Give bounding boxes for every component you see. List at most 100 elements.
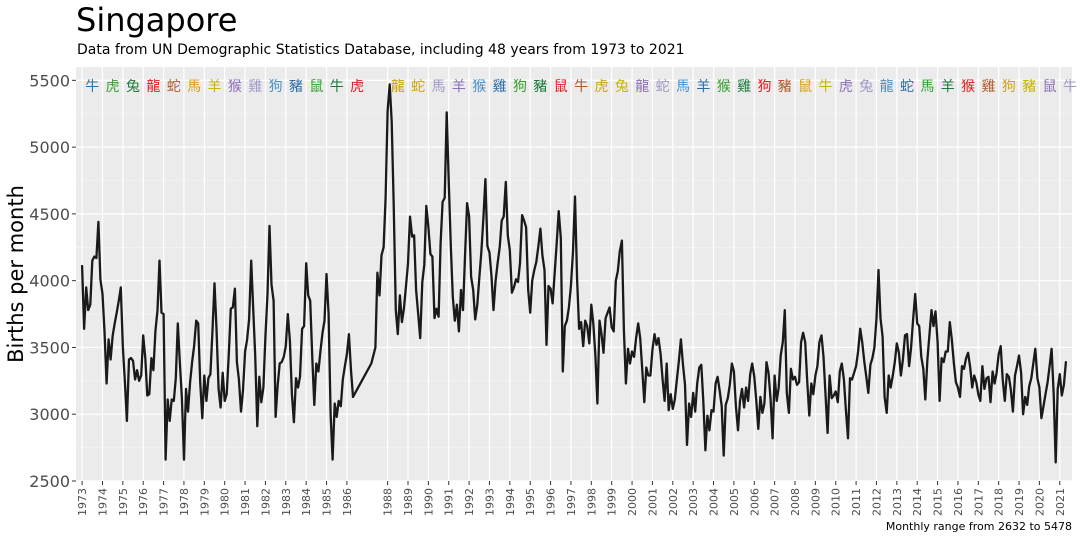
y-axis: 2500 3000 3500 4000 4500 5000 5500 xyxy=(29,71,76,491)
x-tick-label: 2011 xyxy=(850,488,863,516)
zodiac-label: 馬 xyxy=(920,79,934,95)
x-tick-label: 1995 xyxy=(524,488,537,516)
zodiac-label: 豬 xyxy=(778,79,792,95)
zodiac-label: 兔 xyxy=(126,79,140,95)
x-tick-label: 1994 xyxy=(504,488,517,516)
x-tick-label: 2002 xyxy=(667,488,680,516)
x-tick-label: 2006 xyxy=(748,488,761,516)
zodiac-label: 兔 xyxy=(859,79,873,95)
y-tick-label: 3000 xyxy=(29,405,70,424)
x-tick-label: 1973 xyxy=(76,488,89,516)
x-tick-label: 1996 xyxy=(545,488,558,516)
zodiac-label: 馬 xyxy=(432,79,446,95)
zodiac-label: 羊 xyxy=(452,79,466,95)
x-tick-label: 1991 xyxy=(443,488,456,516)
series-layer xyxy=(80,83,1068,464)
y-tick-label: 2500 xyxy=(29,472,70,491)
zodiac-label: 蛇 xyxy=(167,79,181,95)
zodiac-label: 猴 xyxy=(717,79,731,95)
x-tick-label: 2021 xyxy=(1054,488,1067,516)
x-tick-label: 1989 xyxy=(402,488,415,516)
x-tick-label: 1997 xyxy=(565,488,578,516)
x-tick-label: 1982 xyxy=(259,488,272,516)
zodiac-label: 鼠 xyxy=(798,79,812,95)
zodiac-label: 兔 xyxy=(615,79,629,95)
x-tick-label: 1976 xyxy=(137,488,150,516)
zodiac-label: 豬 xyxy=(1022,79,1036,95)
x-tick-label: 1978 xyxy=(178,488,191,516)
zodiac-label: 猴 xyxy=(472,79,486,95)
zodiac-label: 蛇 xyxy=(900,79,914,95)
x-tick-label: 2019 xyxy=(1013,488,1026,516)
zodiac-label: 蛇 xyxy=(656,79,670,95)
zodiac-label: 牛 xyxy=(1063,79,1077,95)
x-tick-label: 1990 xyxy=(422,488,435,516)
y-tick-label: 5500 xyxy=(29,71,70,90)
x-tick-label: 1980 xyxy=(219,488,232,516)
zodiac-label: 牛 xyxy=(85,79,99,95)
x-tick-label: 2000 xyxy=(626,488,639,516)
x-tick-label: 2015 xyxy=(932,488,945,516)
x-tick-label: 1993 xyxy=(483,488,496,516)
chart-title: Singapore xyxy=(76,1,238,39)
zodiac-label: 狗 xyxy=(513,79,527,95)
y-tick-label: 3500 xyxy=(29,338,70,357)
zodiac-label: 雞 xyxy=(493,79,507,95)
x-tick-label: 2018 xyxy=(993,488,1006,516)
zodiac-label: 羊 xyxy=(208,79,222,95)
zodiac-label: 虎 xyxy=(594,79,608,95)
zodiac-label: 雞 xyxy=(981,79,995,95)
x-tick-label: 2012 xyxy=(870,488,883,516)
x-tick-label: 2001 xyxy=(646,488,659,516)
zodiac-label: 牛 xyxy=(819,79,833,95)
x-tick-label: 1992 xyxy=(463,488,476,516)
x-tick-label: 1975 xyxy=(117,488,130,516)
zodiac-label: 雞 xyxy=(248,79,262,95)
zodiac-label: 雞 xyxy=(737,79,751,95)
x-tick-label: 2013 xyxy=(891,488,904,516)
grid-minor xyxy=(76,113,1072,448)
zodiac-label: 龍 xyxy=(635,78,649,95)
chart-caption: Monthly range from 2632 to 5478 xyxy=(885,520,1072,533)
zodiac-label: 龍 xyxy=(146,78,160,95)
zodiac-label: 狗 xyxy=(1002,79,1016,95)
x-tick-label: 2014 xyxy=(911,488,924,516)
x-tick-label: 1984 xyxy=(300,488,313,516)
y-axis-label: Births per month xyxy=(4,185,28,363)
zodiac-label: 鼠 xyxy=(554,79,568,95)
zodiac-label: 豬 xyxy=(533,79,547,95)
x-tick-label: 1985 xyxy=(321,488,334,516)
zodiac-label: 馬 xyxy=(187,79,201,95)
x-tick-label: 1999 xyxy=(606,488,619,516)
zodiac-label: 鼠 xyxy=(309,79,323,95)
y-tick-label: 4500 xyxy=(29,205,70,224)
zodiac-label: 龍 xyxy=(880,78,894,95)
x-tick-label: 2007 xyxy=(769,488,782,516)
zodiac-label: 豬 xyxy=(289,79,303,95)
x-tick-label: 2017 xyxy=(972,488,985,516)
series-line xyxy=(351,83,1068,464)
y-tick-label: 4000 xyxy=(29,272,70,291)
zodiac-label: 羊 xyxy=(696,79,710,95)
y-tick-label: 5000 xyxy=(29,138,70,157)
zodiac-labels: 牛虎兔龍蛇馬羊猴雞狗豬鼠牛虎龍蛇馬羊猴雞狗豬鼠牛虎兔龍蛇馬羊猴雞狗豬鼠牛虎兔龍蛇… xyxy=(85,78,1077,95)
zodiac-label: 蛇 xyxy=(411,79,425,95)
x-axis: 1973 1974 1975 1976 1977 1978 1979 1980 1981 1982… xyxy=(76,481,1067,516)
x-tick-label: 1988 xyxy=(382,488,395,516)
x-tick-label: 2008 xyxy=(789,488,802,516)
x-tick-label: 1977 xyxy=(158,488,171,516)
zodiac-label: 龍 xyxy=(391,78,405,95)
x-tick-label: 2004 xyxy=(708,488,721,516)
zodiac-label: 鼠 xyxy=(1043,79,1057,95)
x-tick-label: 1979 xyxy=(198,488,211,516)
x-tick-label: 2003 xyxy=(687,488,700,516)
plot-panel xyxy=(76,67,1072,481)
x-tick-label: 2020 xyxy=(1033,488,1046,516)
zodiac-label: 虎 xyxy=(839,79,853,95)
x-tick-label: 1998 xyxy=(585,488,598,516)
x-tick-label: 2010 xyxy=(830,488,843,516)
zodiac-label: 狗 xyxy=(269,79,283,95)
x-tick-label: 2005 xyxy=(728,488,741,516)
zodiac-label: 猴 xyxy=(961,79,975,95)
